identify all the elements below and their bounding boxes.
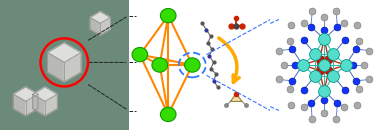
Circle shape xyxy=(152,58,167,72)
Polygon shape xyxy=(100,18,110,35)
Polygon shape xyxy=(33,87,57,101)
Polygon shape xyxy=(90,12,110,23)
Polygon shape xyxy=(48,43,81,62)
Polygon shape xyxy=(48,53,64,82)
Circle shape xyxy=(160,8,176,23)
Circle shape xyxy=(132,47,148,62)
Polygon shape xyxy=(64,53,81,82)
Polygon shape xyxy=(231,94,242,101)
Polygon shape xyxy=(14,94,26,116)
Polygon shape xyxy=(45,94,57,116)
Polygon shape xyxy=(14,87,38,101)
Polygon shape xyxy=(33,94,45,116)
Polygon shape xyxy=(90,18,100,35)
Circle shape xyxy=(184,58,200,72)
Circle shape xyxy=(160,107,176,122)
Polygon shape xyxy=(26,94,38,116)
